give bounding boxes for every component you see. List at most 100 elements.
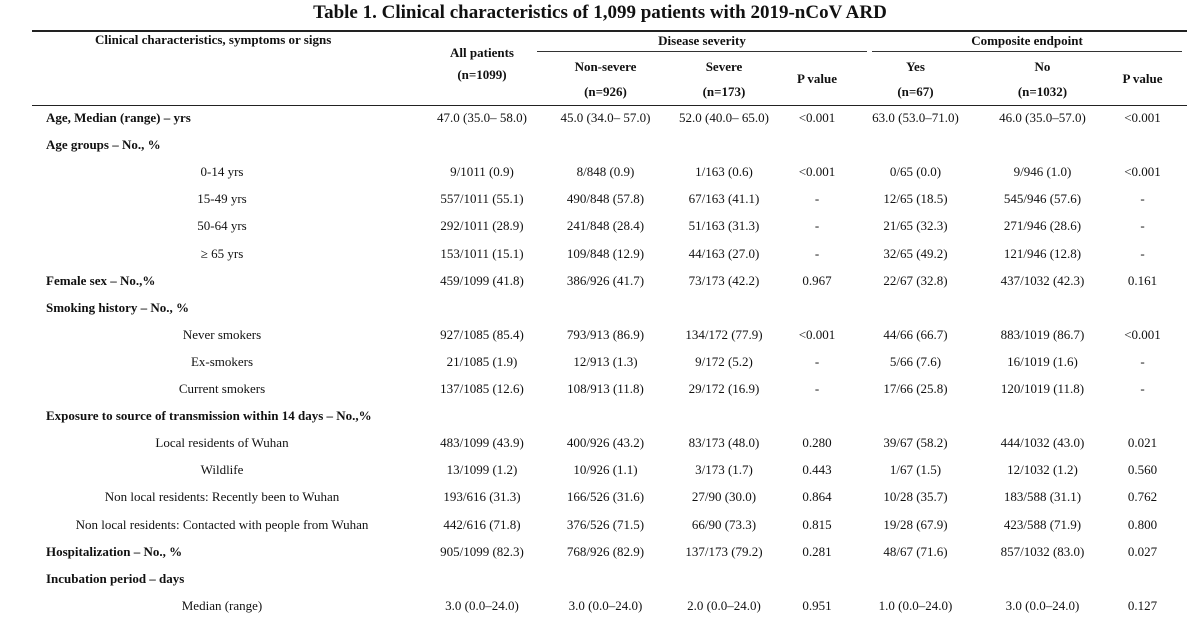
table-cell: 9/172 (5.2) xyxy=(695,353,753,369)
table-cell: 0.815 xyxy=(802,516,832,532)
table-cell: 21/65 (32.3) xyxy=(883,218,948,234)
table-cell: 29/172 (16.9) xyxy=(688,381,760,396)
row-label: Wildlife xyxy=(200,462,244,478)
table-cell: 0.021 xyxy=(1127,435,1158,451)
section-label: Incubation period – days xyxy=(46,570,185,586)
header-severe-n: (n=173) xyxy=(702,84,746,99)
table-cell: 12/913 (1.3) xyxy=(573,353,638,369)
table-cell: 183/588 (31.1) xyxy=(1003,489,1082,505)
table-row: Exposure to source of transmission withi… xyxy=(0,408,1200,428)
table-cell: 3.0 (0.0–24.0) xyxy=(568,597,643,613)
table-cell: - xyxy=(814,353,820,369)
table-cell: 437/1032 (42.3) xyxy=(1000,272,1085,288)
row-label: Ex-smokers xyxy=(190,353,254,369)
disease-severity-rule xyxy=(537,51,867,52)
table-cell: 3.0 (0.0–24.0) xyxy=(1005,597,1080,613)
table-cell: 3/173 (1.7) xyxy=(695,462,753,478)
table-cell: 1.0 (0.0–24.0) xyxy=(878,597,953,613)
table-cell: 0.280 xyxy=(802,435,832,451)
table-cell: 0.027 xyxy=(1127,543,1158,559)
table-cell: 423/588 (71.9) xyxy=(1003,516,1082,532)
table-cell: 0.800 xyxy=(1127,516,1158,532)
table-cell: <0.001 xyxy=(798,164,836,180)
composite-endpoint-rule xyxy=(872,51,1182,52)
table-cell: 10/926 (1.1) xyxy=(573,462,638,478)
table-cell: <0.001 xyxy=(1124,326,1161,342)
table-row: Female sex – No.,% 459/1099 (41.8) 386/926… xyxy=(0,273,1200,293)
table-cell: 927/1085 (85.4) xyxy=(440,326,524,342)
table-cell: 137/173 (79.2) xyxy=(685,543,763,559)
header-yes-n: (n=67) xyxy=(897,84,934,99)
table-cell: <0.001 xyxy=(798,326,836,342)
table-row: 15-49 yrs 557/1011 (55.1) 490/848 (57.8) 67… xyxy=(0,191,1200,211)
table-cell: 0.161 xyxy=(1127,272,1158,288)
table-row: Hospitalization – No., % 905/1099 (82.3) 7… xyxy=(0,544,1200,564)
table-cell: 17/66 (25.8) xyxy=(883,381,948,396)
table-cell: 768/926 (82.9) xyxy=(566,543,645,559)
table-cell: - xyxy=(1140,191,1145,207)
table-cell: 2.0 (0.0–24.0) xyxy=(687,597,761,613)
table-cell: 66/90 (73.3) xyxy=(691,516,757,532)
table-row: ≥ 65 yrs 153/1011 (15.1) 109/848 (12.9) 44/… xyxy=(0,246,1200,266)
table-row: 0-14 yrs 9/1011 (0.9) 8/848 (0.9) 1/163 (0.… xyxy=(0,164,1200,184)
table-cell: 0.127 xyxy=(1127,597,1158,613)
header-non-severe-n: (n=926) xyxy=(584,84,627,99)
table-cell: 241/848 (28.4) xyxy=(566,218,645,234)
table-row: Median (range) 3.0 (0.0–24.0) 3.0 (0.0–24.… xyxy=(0,598,1200,618)
table-cell: 9/1011 (0.9) xyxy=(450,164,514,180)
table-cell: 8/848 (0.9) xyxy=(576,164,635,180)
table-cell: 21/1085 (1.9) xyxy=(446,353,518,369)
table-title: Table 1. Clinical characteristics of 1,0… xyxy=(313,2,887,23)
table-cell: 67/163 (41.1) xyxy=(688,191,760,207)
header-p-value-composite: P value xyxy=(1122,71,1163,86)
row-label: Local residents of Wuhan xyxy=(155,435,289,451)
table-row: Incubation period – days xyxy=(0,571,1200,591)
table-cell: 63.0 (53.0–71.0) xyxy=(872,110,959,125)
table-cell: 905/1099 (82.3) xyxy=(440,543,524,559)
table-cell: <0.001 xyxy=(798,110,836,125)
header-all-patients: All patients xyxy=(450,45,514,60)
table-cell: 27/90 (30.0) xyxy=(691,489,757,505)
row-label: Current smokers xyxy=(178,381,266,396)
table-cell: 32/65 (49.2) xyxy=(883,245,948,261)
table-cell: 12/1032 (1.2) xyxy=(1007,462,1078,478)
header-top-rule xyxy=(32,30,1187,32)
table-cell: <0.001 xyxy=(1124,110,1161,125)
table-cell: 3.0 (0.0–24.0) xyxy=(445,597,519,613)
table-cell: 400/926 (43.2) xyxy=(566,435,645,451)
table-cell: 793/913 (86.9) xyxy=(566,326,645,342)
table-cell: 0.864 xyxy=(802,489,832,505)
table-cell: 0.967 xyxy=(802,272,832,288)
table-cell: 483/1099 (43.9) xyxy=(440,435,524,451)
section-label: Exposure to source of transmission withi… xyxy=(46,408,372,424)
table-row: Smoking history – No., % xyxy=(0,300,1200,320)
table-cell: 0.762 xyxy=(1127,489,1158,505)
table-cell: 16/1019 (1.6) xyxy=(1007,353,1078,369)
header-no: No xyxy=(1034,59,1051,74)
row-label: Non local residents: Contacted with peop… xyxy=(75,516,369,532)
table-cell: 44/163 (27.0) xyxy=(688,245,760,261)
table-row: Ex-smokers 21/1085 (1.9) 12/913 (1.3) 9/172… xyxy=(0,354,1200,374)
table-row: Never smokers 927/1085 (85.4) 793/913 (86.… xyxy=(0,327,1200,347)
table-cell: 13/1099 (1.2) xyxy=(446,462,518,478)
section-label: Age groups – No., % xyxy=(46,137,161,153)
table-cell: - xyxy=(1140,245,1145,261)
table-cell: 444/1032 (43.0) xyxy=(1000,435,1085,451)
table-cell: 0.443 xyxy=(802,462,832,478)
table-cell: 46.0 (35.0–57.0) xyxy=(999,110,1086,125)
table-cell: 73/173 (42.2) xyxy=(688,272,760,288)
table-cell: 44/66 (66.7) xyxy=(883,326,948,342)
section-label: Female sex – No.,% xyxy=(46,272,156,288)
header-yes: Yes xyxy=(906,59,925,74)
table-cell: 9/946 (1.0) xyxy=(1013,164,1072,180)
header-all-patients-n: (n=1099) xyxy=(457,67,507,82)
table-cell: 193/616 (31.3) xyxy=(443,489,521,505)
row-label: Non local residents: Recently been to Wu… xyxy=(104,489,340,505)
table-cell: 557/1011 (55.1) xyxy=(440,191,524,207)
table-cell: 386/926 (41.7) xyxy=(566,272,645,288)
table-cell: - xyxy=(814,381,820,396)
table-cell: 5/66 (7.6) xyxy=(889,353,942,369)
row-label: Median (range) xyxy=(181,597,263,613)
table-cell: 39/67 (58.2) xyxy=(883,435,948,451)
table-cell: 120/1019 (11.8) xyxy=(1000,381,1085,396)
